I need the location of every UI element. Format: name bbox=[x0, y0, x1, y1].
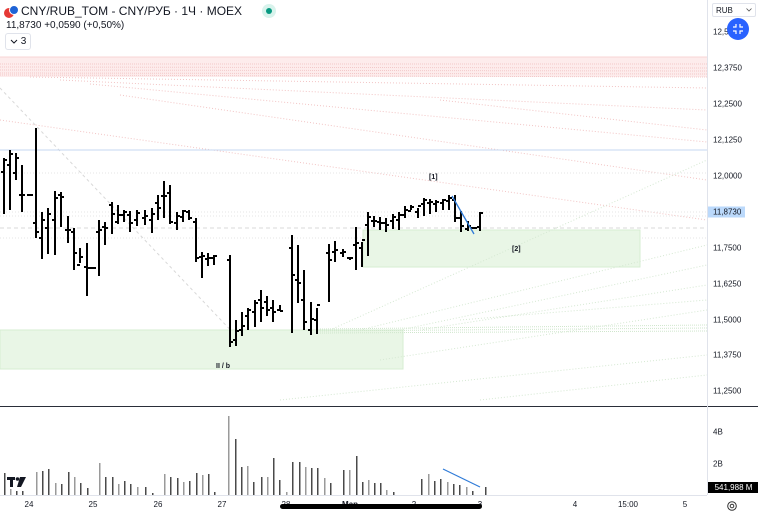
support-zone-lower bbox=[0, 329, 404, 370]
price-change-line: 11,8730 +0,0590 (+0,50%) bbox=[6, 20, 124, 31]
red-trendlines bbox=[0, 76, 707, 221]
symbol-title-row[interactable]: CNY/RUB_TOM - CNY/РУБ · 1Ч · MOEX bbox=[4, 4, 277, 18]
time-label: 26 bbox=[153, 500, 163, 509]
wave-label-ii-b: II / b bbox=[216, 363, 230, 370]
time-label: 27 bbox=[217, 500, 227, 509]
time-label: 24 bbox=[24, 500, 34, 509]
resistance-zone bbox=[0, 57, 707, 77]
last-price: 11,8730 bbox=[6, 20, 42, 31]
collapse-arrows-icon bbox=[733, 24, 743, 34]
market-open-status-icon[interactable] bbox=[262, 4, 277, 18]
pane-separator[interactable] bbox=[0, 406, 758, 407]
support-lines bbox=[319, 324, 707, 334]
price-label: 12,0000 bbox=[713, 171, 742, 181]
symbol-logo-icon bbox=[4, 4, 19, 18]
price-change-percent: (+0,50%) bbox=[83, 20, 125, 31]
tradingview-logo-icon bbox=[7, 477, 26, 487]
home-indicator[interactable] bbox=[280, 504, 482, 509]
volume-canvas bbox=[4, 416, 487, 495]
volume-trendline[interactable] bbox=[442, 468, 481, 488]
price-label: 12,1250 bbox=[713, 135, 742, 145]
price-scale[interactable]: RUB 12,5000 12,3750 12,2500 12,1250 12,0… bbox=[707, 0, 758, 495]
symbol-title[interactable]: CNY/RUB_TOM - CNY/РУБ · 1Ч · MOEX bbox=[21, 4, 243, 18]
price-label: 11,6250 bbox=[713, 279, 742, 289]
volume-scale-label: 4B bbox=[713, 427, 723, 437]
price-chart-pane[interactable]: [1] [2] II / b bbox=[0, 0, 707, 406]
price-label: 11,2500 bbox=[713, 386, 742, 396]
chevron-down-icon bbox=[10, 39, 18, 44]
current-volume-label: 541,988 M bbox=[708, 482, 758, 493]
currency-selector[interactable]: RUB bbox=[712, 3, 756, 17]
current-price-label: 11,8730 bbox=[708, 206, 746, 218]
chart-settings-button[interactable] bbox=[726, 500, 738, 512]
volume-scale-label: 2B bbox=[713, 459, 723, 469]
green-trendlines bbox=[279, 159, 707, 401]
price-change: +0,0590 bbox=[44, 20, 81, 31]
time-label: 4 bbox=[572, 500, 578, 509]
price-label: 12,2500 bbox=[713, 99, 742, 109]
time-label: 5 bbox=[682, 500, 688, 509]
gear-icon bbox=[727, 501, 737, 511]
price-chart-canvas[interactable] bbox=[0, 0, 707, 406]
wave-label-1: [1] bbox=[429, 174, 438, 181]
time-label: 15:00 bbox=[617, 500, 639, 509]
fullscreen-exit-button[interactable] bbox=[727, 18, 749, 40]
tradingview-logo[interactable] bbox=[7, 476, 27, 488]
price-label: 11,3750 bbox=[713, 350, 742, 360]
volume-pane[interactable] bbox=[0, 407, 707, 495]
ohlc-bars bbox=[1, 128, 483, 347]
blue-trendline[interactable] bbox=[451, 195, 475, 235]
support-zone-upper bbox=[362, 229, 641, 268]
time-label: 25 bbox=[88, 500, 98, 509]
wave-label-2: [2] bbox=[512, 246, 521, 253]
indicators-toggle-button[interactable]: 3 bbox=[5, 33, 31, 50]
currency-label: RUB bbox=[716, 5, 733, 15]
volume-bars bbox=[4, 416, 487, 495]
price-label: 12,3750 bbox=[713, 63, 742, 73]
indicators-count: 3 bbox=[20, 36, 27, 47]
chevron-down-icon bbox=[746, 8, 752, 12]
price-label: 11,5000 bbox=[713, 315, 742, 325]
price-label: 11,7500 bbox=[713, 243, 742, 253]
